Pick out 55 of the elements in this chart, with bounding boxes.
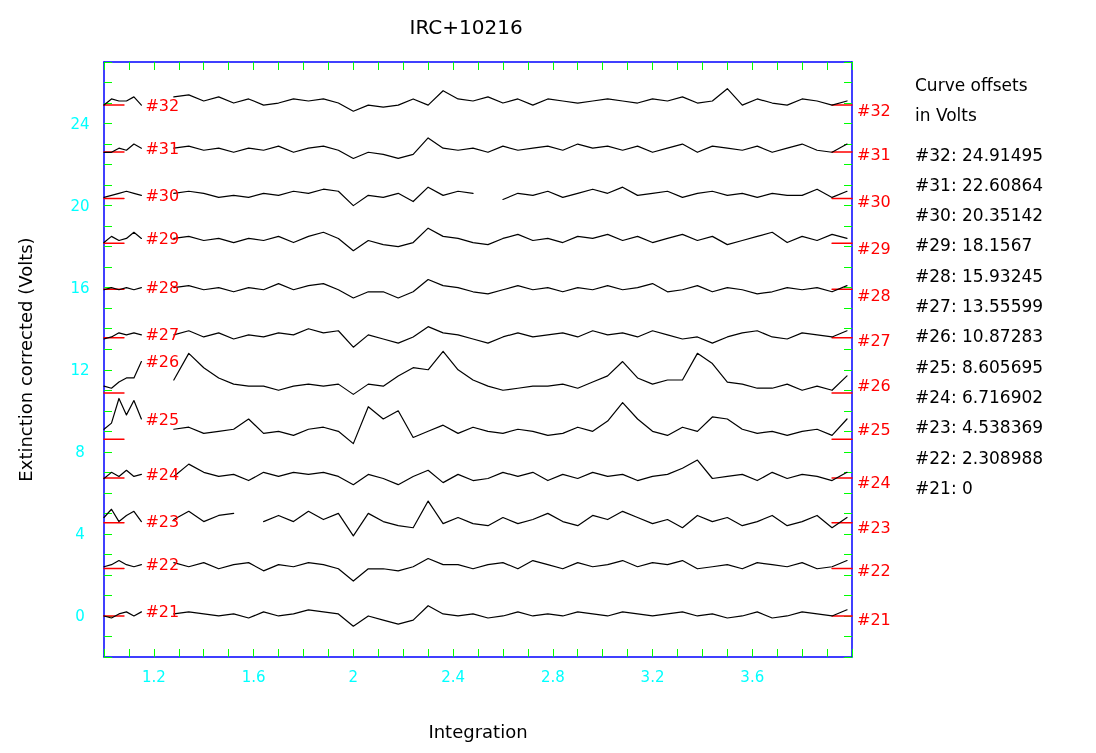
text: in Volts	[915, 104, 977, 125]
text: #24: 6.716902	[915, 386, 1044, 407]
x-tick-label: 2.4	[441, 667, 465, 686]
x-tick-label: 1.2	[141, 667, 166, 686]
text: #22: 2.308988	[915, 447, 1044, 468]
text: #27: 13.55599	[915, 296, 1044, 316]
x-tick-label: 2	[348, 667, 359, 686]
series-label: #27	[145, 325, 180, 345]
text: #26	[857, 376, 891, 396]
text: #28	[857, 286, 891, 306]
text: #22	[857, 561, 891, 581]
y-tick-label: 16	[70, 278, 90, 297]
text: #27	[857, 331, 891, 351]
y-tick-label: 0	[75, 606, 85, 625]
text: #24	[857, 472, 891, 492]
text: #28: 15.93245	[915, 265, 1044, 286]
y-tick-label: 24	[70, 114, 90, 133]
text: #23: 4.538369	[915, 417, 1044, 438]
series-label: #21	[145, 602, 180, 622]
text: #30: 20.35142	[915, 205, 1044, 226]
series-label: #26	[145, 352, 180, 372]
text: #25	[857, 419, 891, 439]
series-label: #24	[145, 464, 180, 484]
text: #31: 22.60864	[915, 174, 1044, 195]
series-label: #31	[145, 138, 180, 158]
x-tick-label: 3.6	[740, 667, 765, 686]
x-tick-label: 1.6	[241, 667, 266, 686]
text: #23	[857, 517, 891, 537]
series-label: #29	[145, 228, 180, 248]
series-label: #22	[145, 555, 180, 575]
text: Curve offsets	[915, 74, 1028, 95]
chart-title: IRC+10216	[409, 15, 523, 39]
x-axis-title: Integration	[428, 720, 528, 742]
text: #29: 18.1567	[915, 235, 1033, 256]
x-tick-label: 3.2	[640, 667, 665, 686]
text: #31	[857, 144, 891, 164]
x-tick-label: 2.8	[540, 667, 565, 686]
series-label: #23	[145, 512, 180, 532]
series-label: #30	[145, 185, 180, 205]
series-label: #28	[145, 278, 180, 298]
text: #29	[857, 238, 891, 258]
text: #26: 10.87283	[915, 326, 1044, 347]
text: #30	[857, 191, 891, 211]
series-label: #32	[145, 95, 180, 115]
y-tick-label: 20	[70, 196, 90, 215]
y-tick-label: 8	[75, 442, 85, 461]
text: #32: 24.91495	[915, 144, 1044, 165]
text: #32	[857, 101, 891, 121]
y-tick-label: 12	[70, 360, 90, 379]
series-label: #25	[145, 409, 180, 429]
text: #21: 0	[915, 477, 973, 498]
text: #21	[857, 610, 891, 630]
y-axis-title: Extinction corrected (Volts)	[14, 237, 36, 482]
y-tick-label: 4	[75, 524, 85, 543]
text: #25: 8.605695	[915, 356, 1044, 377]
